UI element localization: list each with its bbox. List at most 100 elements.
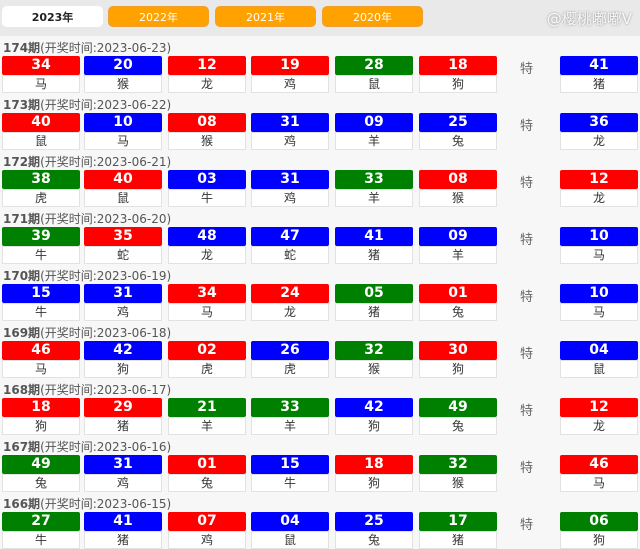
ball-zodiac: 鼠 <box>335 75 413 93</box>
draw-time: (开奖时间:2023-06-23) <box>40 41 172 55</box>
draw-time: (开奖时间:2023-06-15) <box>40 497 172 511</box>
ball-number: 25 <box>335 512 413 531</box>
draw-time: (开奖时间:2023-06-19) <box>40 269 172 283</box>
ball-number: 38 <box>2 170 80 189</box>
ball-zodiac: 猴 <box>419 474 497 492</box>
ball: 10 马 <box>560 227 638 264</box>
special-label: 特 <box>520 347 534 362</box>
draw-row: 172期(开奖时间:2023-06-21) 38 虎 40 鼠 03 牛 31 鸡 33 羊 08 猴特… <box>0 150 640 207</box>
ball-zodiac: 龙 <box>560 417 638 435</box>
year-tabs: 2023年 2022年 2021年 2020年 @樱桃嘟嘟V <box>0 0 640 36</box>
ball-zodiac: 鸡 <box>84 474 162 492</box>
ball-number: 41 <box>84 512 162 531</box>
ball-zodiac: 狗 <box>2 417 80 435</box>
ball-number: 15 <box>2 284 80 303</box>
issue-number: 167期 <box>3 440 41 454</box>
ball-number: 01 <box>419 284 497 303</box>
special-label: 特 <box>520 119 534 134</box>
ball-number: 02 <box>168 341 246 360</box>
issue-number: 173期 <box>3 98 41 112</box>
ball-zodiac: 鸡 <box>251 189 329 207</box>
ball-number: 27 <box>2 512 80 531</box>
ball-zodiac: 羊 <box>168 417 246 435</box>
ball: 12 龙 <box>560 170 638 207</box>
ball: 19 鸡 <box>251 56 329 93</box>
ball: 32 猴 <box>419 455 497 492</box>
ball-number: 25 <box>419 113 497 132</box>
ball-zodiac: 马 <box>2 360 80 378</box>
special-label: 特 <box>520 233 534 248</box>
ball: 41 猪 <box>560 56 638 93</box>
ball-number: 10 <box>560 284 638 303</box>
ball-zodiac: 猪 <box>84 531 162 549</box>
ball: 04 鼠 <box>251 512 329 549</box>
ball: 18 狗 <box>2 398 80 435</box>
ball-zodiac: 猪 <box>335 303 413 321</box>
ball: 01 兔 <box>168 455 246 492</box>
draw-title: 171期(开奖时间:2023-06-20) <box>3 210 171 227</box>
draw-time: (开奖时间:2023-06-18) <box>40 326 172 340</box>
ball-number: 01 <box>168 455 246 474</box>
ball-number: 05 <box>335 284 413 303</box>
ball-number: 35 <box>84 227 162 246</box>
ball-zodiac: 龙 <box>168 75 246 93</box>
ball: 08 猴 <box>419 170 497 207</box>
ball-zodiac: 兔 <box>2 474 80 492</box>
ball: 33 羊 <box>251 398 329 435</box>
special-label: 特 <box>520 404 534 419</box>
ball: 27 牛 <box>2 512 80 549</box>
ball-number: 30 <box>419 341 497 360</box>
ball-zodiac: 鼠 <box>560 360 638 378</box>
ball-zodiac: 马 <box>560 474 638 492</box>
ball-number: 40 <box>84 170 162 189</box>
draw-time: (开奖时间:2023-06-17) <box>40 383 172 397</box>
draw-title: 169期(开奖时间:2023-06-18) <box>3 324 171 341</box>
ball-number: 31 <box>84 284 162 303</box>
ball: 09 羊 <box>335 113 413 150</box>
ball-number: 33 <box>335 170 413 189</box>
ball-number: 04 <box>560 341 638 360</box>
tab-2020[interactable]: 2020年 <box>322 6 423 27</box>
draw-title: 173期(开奖时间:2023-06-22) <box>3 96 171 113</box>
draw-title: 172期(开奖时间:2023-06-21) <box>3 153 171 170</box>
issue-number: 166期 <box>3 497 41 511</box>
ball-number: 12 <box>560 398 638 417</box>
ball: 18 狗 <box>335 455 413 492</box>
tab-2023[interactable]: 2023年 <box>2 6 103 27</box>
ball: 46 马 <box>560 455 638 492</box>
special-label: 特 <box>520 62 534 77</box>
ball: 12 龙 <box>560 398 638 435</box>
ball-number: 31 <box>251 170 329 189</box>
draw-title: 166期(开奖时间:2023-06-15) <box>3 495 171 512</box>
ball-zodiac: 狗 <box>419 75 497 93</box>
ball-zodiac: 狗 <box>560 531 638 549</box>
ball-number: 08 <box>419 170 497 189</box>
ball-number: 49 <box>419 398 497 417</box>
ball-number: 19 <box>251 56 329 75</box>
draw-row: 169期(开奖时间:2023-06-18) 46 马 42 狗 02 虎 26 虎 32 猴 30 狗特… <box>0 321 640 378</box>
ball-number: 21 <box>168 398 246 417</box>
ball-zodiac: 猪 <box>84 417 162 435</box>
ball-zodiac: 马 <box>84 132 162 150</box>
draw-title: 168期(开奖时间:2023-06-17) <box>3 381 171 398</box>
ball-number: 12 <box>168 56 246 75</box>
tab-2021[interactable]: 2021年 <box>215 6 316 27</box>
ball: 30 狗 <box>419 341 497 378</box>
ball: 21 羊 <box>168 398 246 435</box>
tab-2022[interactable]: 2022年 <box>108 6 209 27</box>
ball-number: 09 <box>335 113 413 132</box>
ball-number: 17 <box>419 512 497 531</box>
ball-number: 06 <box>560 512 638 531</box>
ball-number: 34 <box>2 56 80 75</box>
ball: 05 猪 <box>335 284 413 321</box>
ball-number: 34 <box>168 284 246 303</box>
ball-zodiac: 龙 <box>560 132 638 150</box>
draw-row: 173期(开奖时间:2023-06-22) 40 鼠 10 马 08 猴 31 鸡 09 羊 25 兔特… <box>0 93 640 150</box>
ball: 29 猪 <box>84 398 162 435</box>
special-label: 特 <box>520 518 534 533</box>
ball-number: 32 <box>419 455 497 474</box>
ball-number: 31 <box>84 455 162 474</box>
ball: 15 牛 <box>251 455 329 492</box>
ball: 08 猴 <box>168 113 246 150</box>
ball: 12 龙 <box>168 56 246 93</box>
